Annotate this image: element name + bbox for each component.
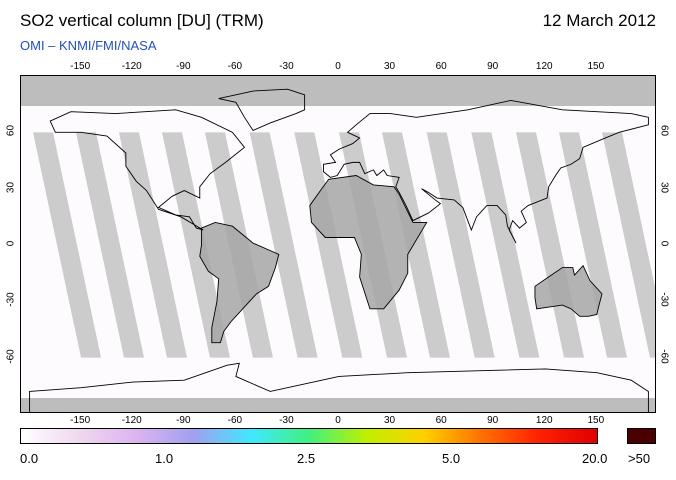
swath-strip: [294, 132, 363, 358]
map-date: 12 March 2012: [542, 11, 656, 30]
tick-bot-label: -30: [279, 415, 294, 426]
tick-right-label: -60: [658, 348, 670, 364]
tick-top-label: -150: [70, 61, 91, 72]
tick-left-label: 30: [5, 181, 17, 193]
tick-bot-label: -60: [227, 415, 243, 426]
satellite-swaths: [33, 132, 655, 358]
tick-top-label: -90: [176, 61, 191, 72]
tick-top-label: 0: [335, 61, 341, 72]
tick-left-label: 0: [5, 240, 17, 247]
swath-strip: [559, 132, 628, 358]
tick-top-label: 60: [435, 61, 447, 72]
swath-strip: [118, 132, 187, 358]
coastline-antarctica: [29, 362, 649, 412]
coastline-africa: [309, 175, 428, 310]
tick-bot-label: 120: [535, 415, 553, 426]
tick-top-label: -120: [121, 61, 142, 72]
land-africa: [309, 175, 427, 309]
coastline-south-america: [199, 221, 280, 344]
tick-right-label: -30: [658, 292, 670, 308]
swath-strip: [161, 132, 230, 358]
tick-right-label: 0: [658, 240, 670, 247]
tick-top-label: 90: [487, 61, 499, 72]
colorbar-overflow-swatch: [627, 428, 656, 444]
swath-strip: [249, 132, 318, 358]
colorbar-label: 20.0: [582, 451, 608, 466]
tick-bot-label: -120: [121, 415, 142, 426]
tick-left-label: -30: [5, 292, 17, 308]
colorbar-label: 5.0: [442, 451, 461, 466]
tick-right-label: 60: [658, 125, 670, 137]
tick-bot-label: 30: [384, 415, 396, 426]
tick-bot-label: -150: [70, 415, 91, 426]
coastline-australia: [534, 264, 603, 317]
coastlines: [29, 88, 649, 412]
tick-bot-label: -90: [176, 415, 191, 426]
colorbar: [20, 428, 598, 444]
colorbar-label: >50: [628, 451, 651, 466]
swath-strip: [601, 132, 655, 358]
tick-top-label: 150: [587, 61, 605, 72]
swath-strip: [471, 132, 540, 358]
land-south-america: [199, 222, 279, 343]
swath-strip: [33, 132, 102, 358]
map-credits: OMI – KNMI/FMI/NASA: [20, 38, 157, 53]
colorbar-label: 0.0: [20, 451, 39, 466]
tick-bot-label: 90: [487, 415, 499, 426]
coastline-greenland: [218, 88, 306, 132]
map-title: SO2 vertical column [DU] (TRM): [20, 11, 264, 30]
no-data-south: [21, 398, 655, 412]
tick-bot-label: 60: [435, 415, 447, 426]
land-shading: [199, 175, 602, 343]
tick-left-label: -60: [5, 348, 17, 364]
tick-top-label: 30: [384, 61, 396, 72]
colorbar-label: 2.5: [297, 451, 316, 466]
tick-bot-label: 150: [587, 415, 605, 426]
land-australia: [534, 265, 602, 317]
tick-right-label: 30: [658, 181, 670, 193]
coastline-eurasia: [323, 99, 649, 244]
world-map: [20, 75, 656, 413]
swath-strip: [381, 132, 450, 358]
tick-left-label: 60: [5, 125, 17, 137]
tick-top-label: -30: [279, 61, 294, 72]
no-data-north: [21, 76, 655, 106]
tick-top-label: -60: [227, 61, 243, 72]
swath-strip: [426, 132, 495, 358]
coastline-north-america: [49, 109, 246, 231]
swath-strip: [76, 132, 145, 358]
map-canvas: [21, 76, 655, 412]
tick-bot-label: 0: [335, 415, 341, 426]
tick-top-label: 120: [535, 61, 553, 72]
colorbar-label: 1.0: [155, 451, 174, 466]
